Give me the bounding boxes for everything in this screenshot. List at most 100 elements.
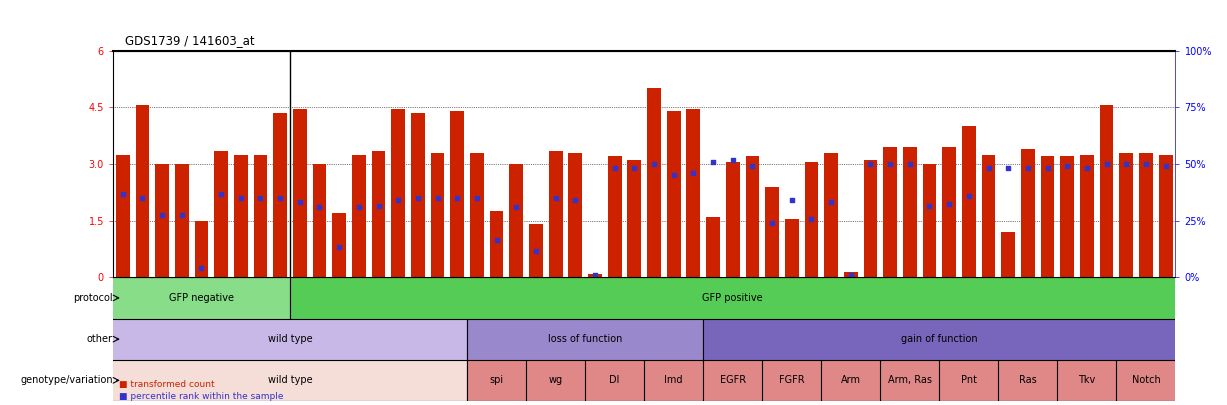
Point bbox=[821, 198, 840, 205]
Bar bbox=[135, 105, 150, 277]
Point bbox=[1077, 164, 1097, 171]
Point bbox=[1038, 164, 1058, 171]
Bar bbox=[529, 224, 542, 277]
Point bbox=[348, 204, 368, 211]
Bar bbox=[391, 109, 405, 277]
Point bbox=[113, 191, 133, 197]
Bar bbox=[703, 318, 1175, 360]
Bar bbox=[647, 88, 661, 277]
Point bbox=[507, 204, 526, 211]
Point bbox=[368, 202, 388, 209]
Bar bbox=[431, 153, 444, 277]
Bar bbox=[999, 360, 1058, 401]
Bar bbox=[923, 164, 936, 277]
Bar bbox=[844, 272, 858, 277]
Bar bbox=[607, 156, 622, 277]
Point bbox=[211, 191, 231, 197]
Point bbox=[762, 219, 782, 226]
Point bbox=[566, 196, 585, 203]
Text: ■ percentile rank within the sample: ■ percentile rank within the sample bbox=[119, 392, 283, 401]
Bar bbox=[785, 219, 799, 277]
Bar bbox=[1117, 360, 1175, 401]
Text: Notch: Notch bbox=[1131, 375, 1161, 385]
Point bbox=[1058, 163, 1077, 169]
Point bbox=[1097, 161, 1117, 167]
Bar bbox=[113, 360, 467, 401]
Point bbox=[979, 164, 999, 171]
Text: wg: wg bbox=[548, 375, 563, 385]
Text: GFP positive: GFP positive bbox=[702, 293, 763, 303]
Bar bbox=[175, 164, 189, 277]
Text: Arm, Ras: Arm, Ras bbox=[888, 375, 931, 385]
Text: Arm: Arm bbox=[840, 375, 861, 385]
Point bbox=[1018, 164, 1038, 171]
Bar bbox=[883, 147, 897, 277]
Bar bbox=[627, 160, 642, 277]
Point bbox=[133, 195, 152, 201]
Bar bbox=[585, 360, 644, 401]
Bar bbox=[1001, 232, 1015, 277]
Point bbox=[920, 202, 940, 209]
Text: genotype/variation: genotype/variation bbox=[21, 375, 113, 385]
Bar bbox=[746, 156, 760, 277]
Text: ■ transformed count: ■ transformed count bbox=[119, 380, 215, 389]
Bar bbox=[274, 113, 287, 277]
Bar bbox=[1119, 153, 1134, 277]
Text: EGFR: EGFR bbox=[720, 375, 746, 385]
Point bbox=[1156, 163, 1175, 169]
Bar bbox=[1080, 155, 1093, 277]
Point bbox=[546, 195, 566, 201]
Bar bbox=[411, 113, 425, 277]
Bar bbox=[666, 111, 681, 277]
Text: protocol: protocol bbox=[74, 293, 113, 303]
Point bbox=[231, 195, 250, 201]
Bar bbox=[293, 109, 307, 277]
Point bbox=[329, 244, 348, 250]
Bar bbox=[821, 360, 880, 401]
Bar bbox=[686, 109, 701, 277]
Bar bbox=[526, 360, 585, 401]
Bar bbox=[113, 277, 290, 318]
Point bbox=[703, 159, 723, 165]
Point bbox=[742, 163, 762, 169]
Bar bbox=[942, 147, 956, 277]
Text: gain of function: gain of function bbox=[901, 334, 978, 344]
Bar bbox=[254, 155, 267, 277]
Point bbox=[940, 200, 960, 207]
Bar bbox=[490, 211, 503, 277]
Point bbox=[1117, 161, 1136, 167]
Bar bbox=[703, 360, 762, 401]
Point bbox=[605, 164, 625, 171]
Text: loss of function: loss of function bbox=[548, 334, 622, 344]
Bar bbox=[113, 318, 467, 360]
Point bbox=[1136, 161, 1156, 167]
Point bbox=[723, 157, 742, 164]
Point bbox=[409, 195, 428, 201]
Point bbox=[585, 272, 605, 279]
Text: FGFR: FGFR bbox=[779, 375, 805, 385]
Bar bbox=[352, 155, 366, 277]
Bar bbox=[644, 360, 703, 401]
Bar bbox=[568, 153, 582, 277]
Point bbox=[683, 170, 703, 177]
Bar bbox=[470, 153, 483, 277]
Bar bbox=[588, 273, 602, 277]
Bar bbox=[726, 162, 740, 277]
Bar bbox=[940, 360, 999, 401]
Point bbox=[290, 198, 309, 205]
Bar bbox=[548, 151, 562, 277]
Point bbox=[526, 247, 546, 254]
Bar bbox=[313, 164, 326, 277]
Bar bbox=[467, 360, 526, 401]
Point bbox=[270, 195, 290, 201]
Bar bbox=[155, 164, 169, 277]
Bar bbox=[825, 153, 838, 277]
Point bbox=[860, 161, 880, 167]
Text: Imd: Imd bbox=[665, 375, 683, 385]
Point bbox=[625, 164, 644, 171]
Bar bbox=[1040, 156, 1054, 277]
Bar bbox=[450, 111, 464, 277]
Point bbox=[880, 161, 899, 167]
Bar bbox=[1058, 360, 1117, 401]
Point bbox=[487, 236, 507, 243]
